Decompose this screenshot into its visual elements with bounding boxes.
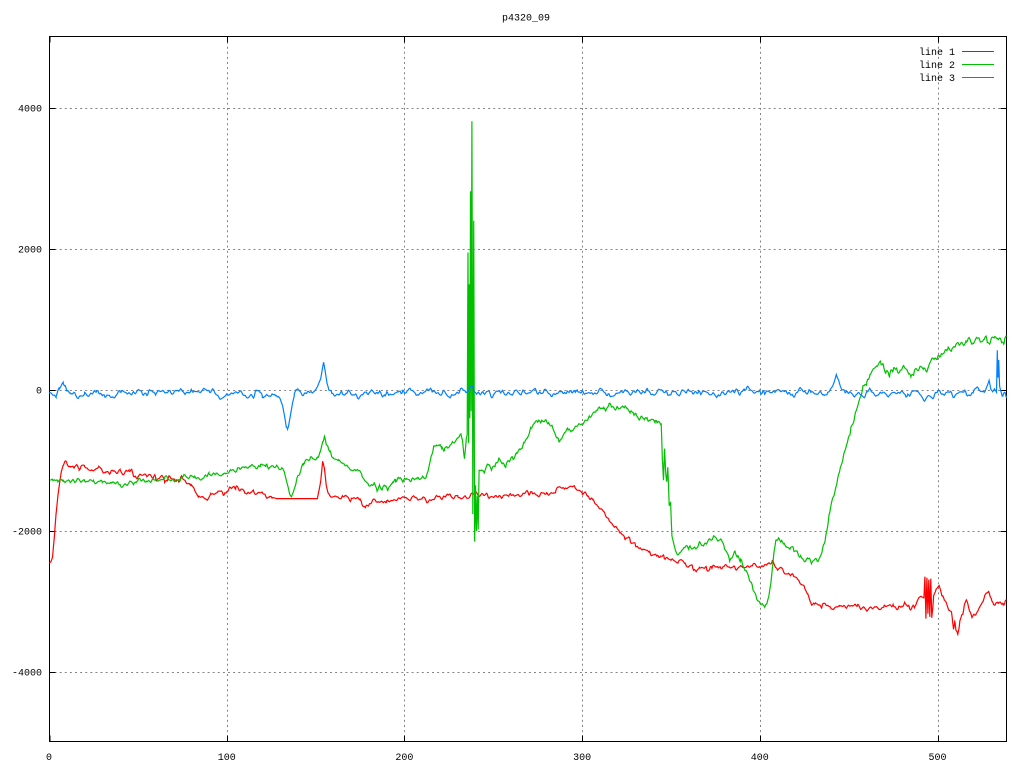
- svg-text:p4320_09: p4320_09: [502, 14, 550, 25]
- svg-text:line 2: line 2: [919, 60, 955, 72]
- svg-text:0: 0: [46, 753, 52, 764]
- svg-text:line 3: line 3: [919, 73, 955, 85]
- svg-text:-2000: -2000: [12, 528, 42, 539]
- svg-text:300: 300: [573, 753, 591, 764]
- svg-text:100: 100: [218, 753, 236, 764]
- svg-text:400: 400: [751, 753, 769, 764]
- svg-text:0: 0: [36, 387, 42, 398]
- svg-text:2000: 2000: [18, 246, 42, 257]
- svg-text:line 1: line 1: [919, 47, 955, 59]
- svg-text:4000: 4000: [18, 105, 42, 116]
- svg-text:-4000: -4000: [12, 669, 42, 680]
- svg-text:500: 500: [928, 753, 946, 764]
- svg-text:200: 200: [395, 753, 413, 764]
